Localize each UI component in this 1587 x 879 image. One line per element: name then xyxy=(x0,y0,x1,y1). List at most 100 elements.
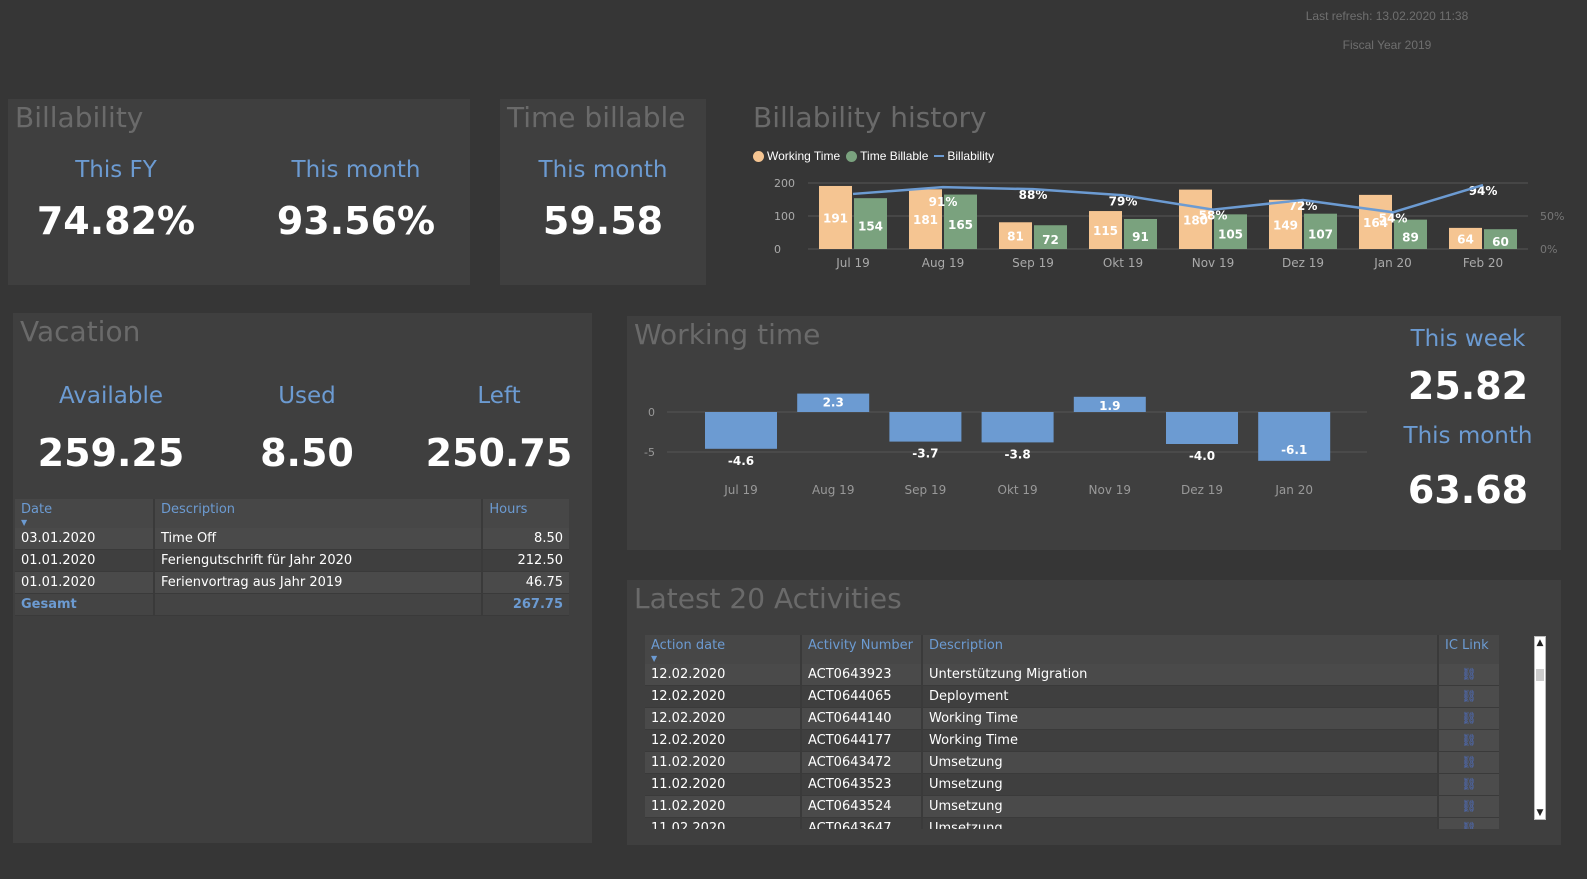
activities-header-activity-number[interactable]: Activity Number xyxy=(800,635,922,664)
bar-working-time xyxy=(1269,199,1302,249)
link-icon[interactable]: ⛓ xyxy=(1461,711,1477,725)
last-refresh-text: Last refresh: 13.02.2020 11:38 xyxy=(1305,9,1469,23)
x-tick-label: Okt 19 xyxy=(998,483,1038,497)
x-tick-label: Okt 19 xyxy=(1103,256,1143,270)
link-icon[interactable]: ⛓ xyxy=(1461,689,1477,703)
ic-link-cell[interactable]: ⛓ xyxy=(1437,751,1499,774)
bar-working-time xyxy=(909,189,942,249)
ic-link-cell[interactable]: ⛓ xyxy=(1437,773,1499,796)
vacation-header-hours[interactable]: Hours xyxy=(481,499,569,528)
activities-header-action-date[interactable]: Action date ▼ xyxy=(645,635,801,664)
link-icon[interactable]: ⛓ xyxy=(1461,821,1477,829)
ic-link-cell[interactable]: ⛓ xyxy=(1437,795,1499,818)
x-tick-label: Dez 19 xyxy=(1282,256,1324,270)
billability-history-chart-panel: Billability history Working Time Time Bi… xyxy=(746,99,1576,285)
line-data-label: 91% xyxy=(929,195,958,209)
vacation-header-description[interactable]: Description xyxy=(152,499,483,528)
billability-history-svg: 200 100 0 50% 0% 191 154 Jul 19 181 165 Aug 19 91% 8… xyxy=(774,177,1564,270)
bar-data-label: 181 xyxy=(913,213,938,227)
billability-card: Billability This FY 74.82% This month 93… xyxy=(8,99,470,285)
vacation-left-value: 250.75 xyxy=(425,431,573,475)
table-total-row: Gesamt 267.75 xyxy=(15,593,569,616)
scroll-up-icon[interactable]: ▲ xyxy=(1536,638,1544,648)
working-time-title: Working time xyxy=(634,318,821,351)
activities-title: Latest 20 Activities xyxy=(634,582,902,615)
bar-data-label: 180 xyxy=(1183,213,1208,227)
link-icon[interactable]: ⛓ xyxy=(1461,799,1477,813)
bar-time-billable xyxy=(1034,225,1067,249)
link-icon[interactable]: ⛓ xyxy=(1461,777,1477,791)
table-cell: 12.02.2020 xyxy=(645,664,801,686)
table-cell: Unterstützung Migration xyxy=(921,664,1438,686)
ic-link-cell[interactable]: ⛓ xyxy=(1437,707,1499,730)
x-tick-label: Nov 19 xyxy=(1192,256,1235,270)
x-tick-label: Dez 19 xyxy=(1181,483,1223,497)
y-tick-label: 0 xyxy=(648,406,655,419)
table-cell: ACT0643647 xyxy=(800,817,922,829)
table-row: 11.02.2020 ACT0643647 Umsetzung ⛓ xyxy=(645,817,1499,829)
working-time-svg: 0 -5 -4.6 Jul 19 2.3 Aug 19 -3.7 Sep 19 -3.8 Okt … xyxy=(644,393,1367,497)
table-cell: Umsetzung xyxy=(921,817,1438,829)
bar-data-label: 91 xyxy=(1132,230,1149,244)
table-cell: Deployment xyxy=(921,685,1438,708)
table-cell: ACT0643472 xyxy=(800,751,922,774)
vacation-table: Date ▼ Description Hours 03.01.2020 Time … xyxy=(15,499,569,616)
billability-title: Billability xyxy=(15,101,144,134)
bar-working-time xyxy=(819,185,852,249)
working-time-month-label: This month xyxy=(1403,423,1533,449)
fiscal-year-text: Fiscal Year 2019 xyxy=(1342,38,1432,52)
activities-table: Action date ▼ Activity Number Description… xyxy=(645,635,1499,829)
table-cell: ACT0643923 xyxy=(800,664,922,686)
vacation-card: Vacation Available 259.25 Used 8.50 Left… xyxy=(13,313,592,843)
working-time-card: Working time 0 -5 -4.6 Jul 19 2.3 Aug 19 -3.7 S… xyxy=(627,316,1561,550)
ic-link-cell[interactable]: ⛓ xyxy=(1437,817,1499,829)
bar-data-label: 2.3 xyxy=(823,396,844,410)
y2-tick-label: 50% xyxy=(1540,210,1564,223)
x-tick-label: Jan 20 xyxy=(1373,256,1412,270)
billability-line xyxy=(852,183,1484,214)
ic-link-cell[interactable]: ⛓ xyxy=(1437,664,1499,686)
time-billable-month-label: This month xyxy=(538,157,668,183)
activities-scrollbar[interactable]: ▲ ▼ xyxy=(1534,636,1546,820)
working-time-bar xyxy=(1258,412,1331,461)
scroll-thumb[interactable] xyxy=(1536,669,1544,681)
activities-table-viewport[interactable]: Action date ▼ Activity Number Description… xyxy=(645,635,1499,829)
activities-header-description[interactable]: Description xyxy=(921,635,1438,664)
bar-data-label: -6.1 xyxy=(1281,443,1307,457)
y-tick-label: 0 xyxy=(774,243,781,256)
table-cell: Umsetzung xyxy=(921,751,1438,774)
y2-tick-label: 0% xyxy=(1540,243,1557,256)
scroll-down-icon[interactable]: ▼ xyxy=(1536,808,1544,818)
ic-link-cell[interactable]: ⛓ xyxy=(1437,685,1499,708)
working-time-bar xyxy=(705,412,777,449)
link-icon[interactable]: ⛓ xyxy=(1461,755,1477,769)
ic-link-cell[interactable]: ⛓ xyxy=(1437,729,1499,752)
working-time-week-label: This week xyxy=(1410,326,1526,352)
table-cell: 11.02.2020 xyxy=(645,795,801,818)
activities-header-ic-link[interactable]: IC Link xyxy=(1437,635,1499,664)
line-data-label: 72% xyxy=(1289,199,1318,213)
bar-data-label: 191 xyxy=(823,211,848,225)
x-tick-label: Sep 19 xyxy=(905,483,947,497)
table-cell: 11.02.2020 xyxy=(645,751,801,774)
legend-working-time[interactable]: Working Time xyxy=(753,149,840,163)
bar-time-billable xyxy=(944,194,977,249)
bar-data-label: 1.9 xyxy=(1099,399,1120,413)
working-time-bar xyxy=(889,412,962,442)
bar-data-label: 115 xyxy=(1093,224,1118,238)
link-icon[interactable]: ⛓ xyxy=(1461,733,1477,747)
x-tick-label: Jan 20 xyxy=(1274,483,1313,497)
table-row: 11.02.2020 ACT0643523 Umsetzung ⛓ xyxy=(645,773,1499,796)
bar-data-label: 105 xyxy=(1218,228,1243,242)
bar-data-label: 89 xyxy=(1402,230,1419,244)
legend-billability[interactable]: Billability xyxy=(934,149,994,163)
table-cell: 12.02.2020 xyxy=(645,729,801,752)
link-icon[interactable]: ⛓ xyxy=(1461,667,1477,681)
bar-time-billable xyxy=(1304,213,1337,249)
legend-time-billable[interactable]: Time Billable xyxy=(846,149,928,163)
bar-data-label: 165 xyxy=(948,218,973,232)
x-tick-label: Feb 20 xyxy=(1463,256,1503,270)
vacation-header-date[interactable]: Date ▼ xyxy=(15,499,154,528)
x-tick-label: Jul 19 xyxy=(835,256,870,270)
x-tick-label: Aug 19 xyxy=(812,483,855,497)
